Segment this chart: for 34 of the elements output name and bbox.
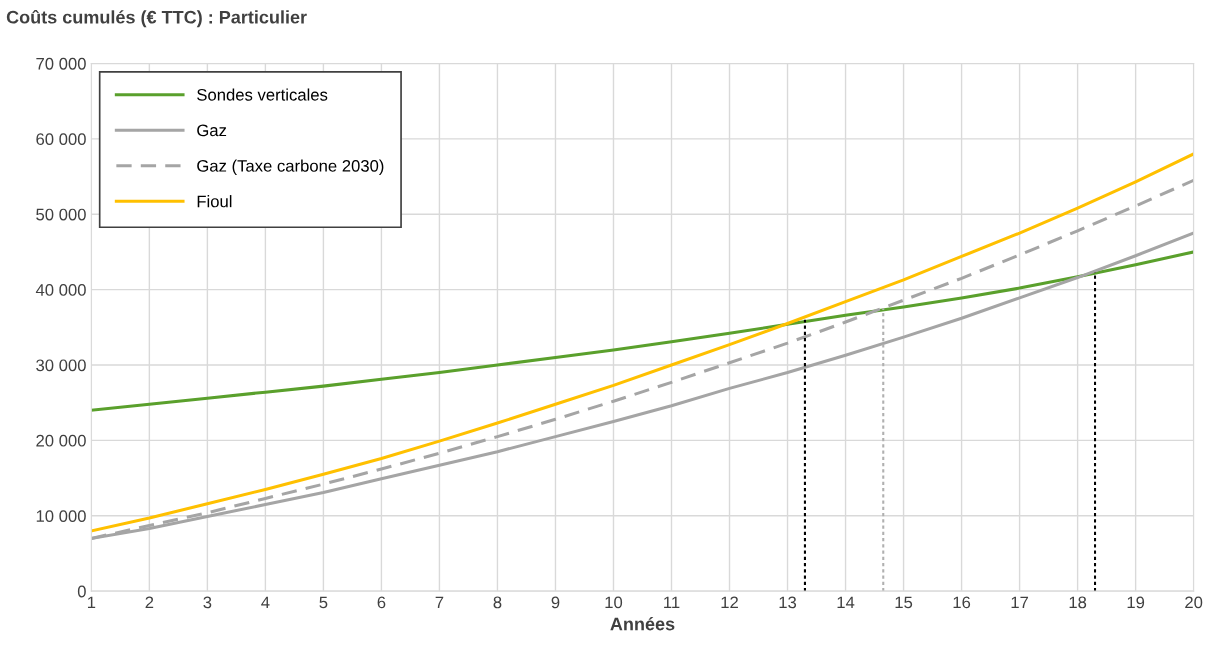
x-tick-label: 15 bbox=[895, 596, 913, 609]
x-tick-label: 4 bbox=[261, 596, 270, 609]
y-tick-label: 0 bbox=[77, 585, 86, 598]
x-tick-label: 16 bbox=[953, 596, 971, 609]
x-tick-label: 8 bbox=[493, 596, 502, 609]
y-tick-label: 30 000 bbox=[36, 359, 86, 372]
y-tick-label: 70 000 bbox=[36, 57, 86, 70]
y-tick-label: 60 000 bbox=[36, 133, 86, 146]
x-tick-label: 6 bbox=[377, 596, 386, 609]
x-tick-label: 18 bbox=[1069, 596, 1087, 609]
x-tick-label: 7 bbox=[435, 596, 444, 609]
x-tick-label: 9 bbox=[551, 596, 560, 609]
legend-label: Gaz bbox=[197, 124, 227, 137]
x-tick-label: 20 bbox=[1185, 596, 1203, 609]
x-tick-label: 19 bbox=[1127, 596, 1145, 609]
x-tick-label: 2 bbox=[145, 596, 154, 609]
chart-title: Coûts cumulés (€ TTC) : Particulier bbox=[6, 9, 307, 28]
x-tick-label: 14 bbox=[837, 596, 855, 609]
y-tick-label: 50 000 bbox=[36, 208, 86, 221]
x-tick-label: 1 bbox=[87, 596, 96, 609]
x-axis-title: Années bbox=[610, 616, 675, 631]
x-tick-label: 12 bbox=[721, 596, 738, 609]
x-tick-label: 13 bbox=[779, 596, 797, 609]
x-tick-label: 5 bbox=[319, 596, 328, 609]
x-tick-label: 11 bbox=[664, 596, 680, 609]
x-tick-label: 10 bbox=[605, 596, 623, 609]
y-tick-label: 10 000 bbox=[36, 510, 86, 522]
legend-label: Fioul bbox=[197, 195, 232, 208]
legend-label: Sondes verticales bbox=[197, 88, 328, 101]
y-tick-label: 40 000 bbox=[35, 284, 86, 296]
x-tick-label: 3 bbox=[203, 596, 212, 609]
y-tick-label: 20 000 bbox=[36, 434, 86, 447]
legend-label: Gaz (Taxe carbone 2030) bbox=[197, 159, 384, 176]
x-tick-label: 17 bbox=[1011, 596, 1029, 609]
